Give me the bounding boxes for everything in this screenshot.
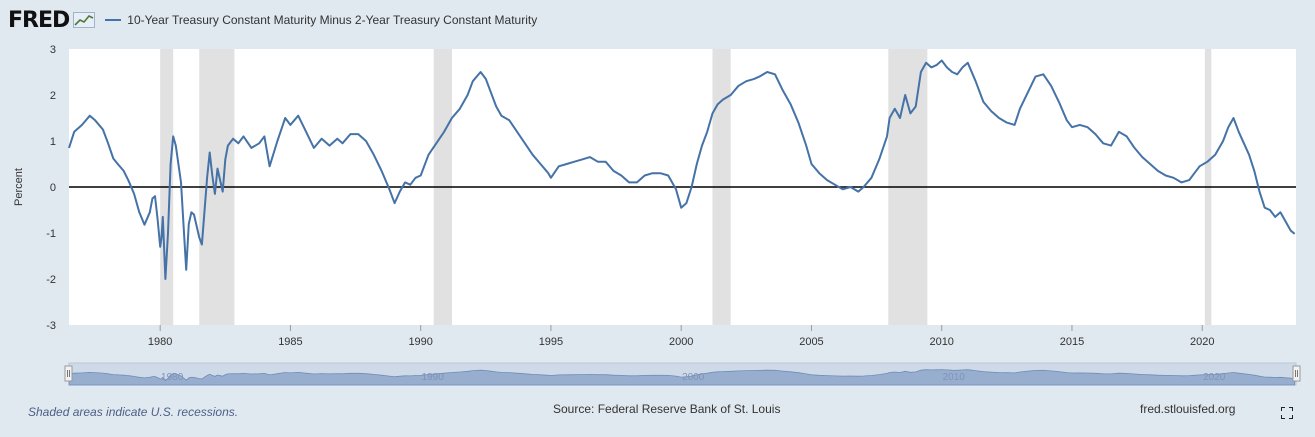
y-tick-label: -3 [46, 320, 56, 332]
range-navigator[interactable]: 1980 1990 2000 2010 2020 [64, 362, 1301, 386]
navigator-label: 2010 [943, 372, 966, 383]
recession-note: Shaded areas indicate U.S. recessions. [28, 405, 239, 419]
navigator-label: 2020 [1203, 372, 1226, 383]
y-axis-label: Percent [13, 168, 25, 206]
series-title: 10-Year Treasury Constant Maturity Minus… [127, 13, 538, 27]
x-tick-label: 2005 [799, 336, 823, 348]
x-tick-label: 1990 [408, 336, 432, 348]
fred-logo[interactable]: FRED [8, 7, 70, 33]
chart-header: FRED 10-Year Treasury Constant Maturity … [8, 6, 537, 34]
x-tick-label: 1985 [278, 336, 302, 348]
x-tick-label: 1995 [539, 336, 563, 348]
x-tick-label: 2010 [929, 336, 953, 348]
x-tick-label: 2015 [1060, 336, 1084, 348]
legend-series: 10-Year Treasury Constant Maturity Minus… [105, 13, 537, 27]
y-tick-label: 2 [50, 90, 56, 102]
chart-line-icon [73, 12, 96, 28]
x-tick-label: 1980 [148, 336, 172, 348]
navigator-label: 1990 [422, 372, 445, 383]
x-axis: 1980 1985 1990 1995 2000 2005 2010 2015 2020 [148, 325, 1214, 348]
y-tick-label: -2 [46, 274, 56, 286]
y-tick-label: 1 [50, 136, 56, 148]
source-text: Source: Federal Reserve Bank of St. Loui… [553, 402, 781, 416]
x-tick-label: 2020 [1190, 336, 1214, 348]
y-axis: 3 2 1 0 -1 -2 -3 [46, 44, 56, 332]
x-tick-label: 2000 [669, 336, 693, 348]
navigator-left-handle[interactable] [64, 365, 73, 382]
navigator-labels: 1980 1990 2000 2010 2020 [161, 372, 1226, 383]
y-tick-label: 3 [50, 44, 56, 56]
y-tick-label: 0 [50, 182, 56, 194]
navigator-series-area [68, 369, 1296, 386]
y-tick-label: -1 [46, 228, 56, 240]
legend-line-swatch [105, 19, 122, 21]
navigator-label: 2000 [682, 372, 705, 383]
navigator-right-handle[interactable] [1292, 365, 1301, 382]
site-link[interactable]: fred.stlouisfed.org [1140, 402, 1236, 416]
fullscreen-icon[interactable] [1281, 407, 1293, 419]
series-line [68, 59, 1296, 280]
navigator-label: 1980 [161, 372, 184, 383]
